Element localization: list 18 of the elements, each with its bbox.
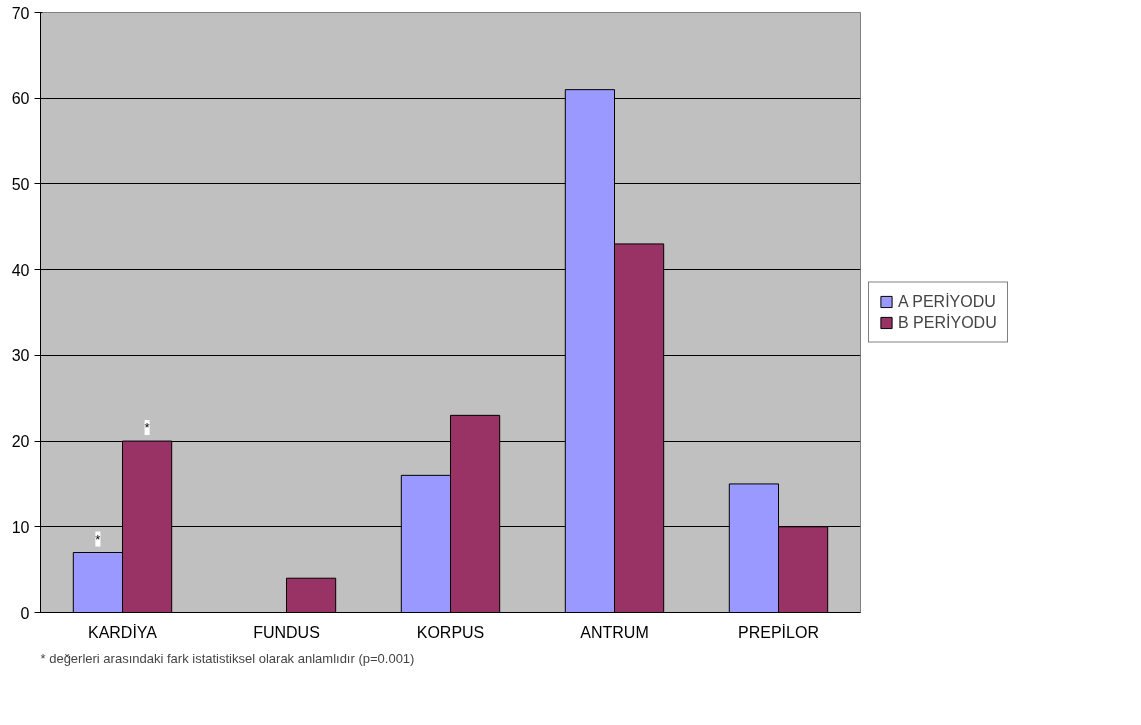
legend-label: B PERİYODU	[898, 313, 997, 332]
y-tick-label: 20	[11, 433, 30, 451]
y-tick-label: 50	[11, 175, 30, 193]
y-tick-label: 0	[20, 604, 30, 622]
text: * değerleri arasındaki fark istatistiksel olarak anlamlıdır (p=0.001)	[40, 650, 415, 666]
y-tick-label: 60	[11, 90, 30, 108]
y-tick-label: 40	[11, 261, 30, 279]
x-tick-label: FUNDUS	[253, 623, 320, 641]
annotation: *	[144, 420, 150, 436]
legend-label: A PERİYODU	[898, 292, 996, 311]
x-tick-label: KARDİYA	[87, 622, 158, 641]
annotation: *	[95, 531, 101, 547]
x-tick-label: ANTRUM	[580, 623, 649, 641]
y-tick-label: 10	[11, 518, 30, 536]
y-tick-label: 30	[11, 347, 30, 365]
y-tick-label: 70	[11, 4, 30, 22]
x-tick-label: PREPİLOR	[738, 622, 819, 641]
x-tick-label: KORPUS	[416, 623, 485, 641]
